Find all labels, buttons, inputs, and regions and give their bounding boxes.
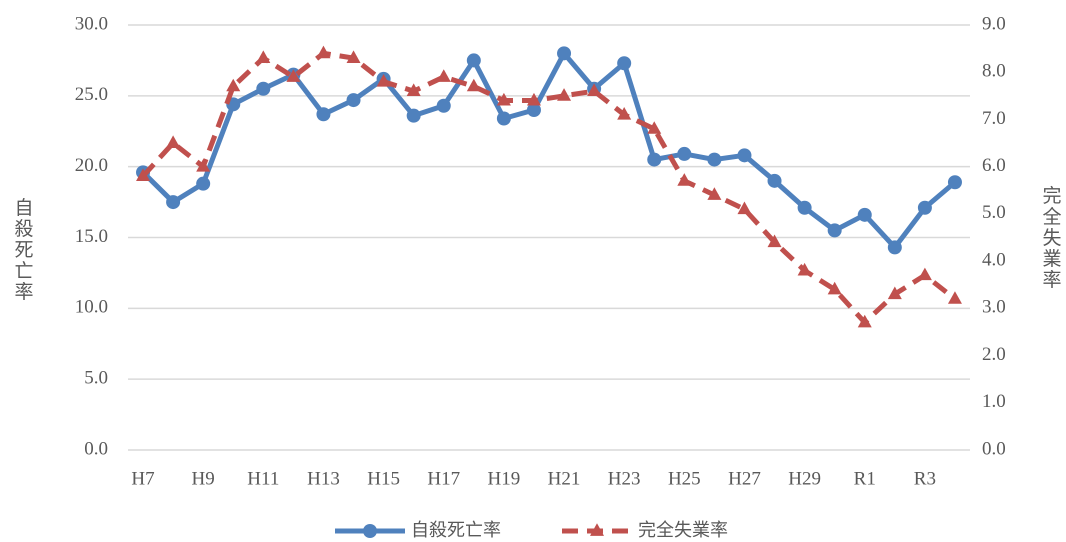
y-tick-label: 30.0: [75, 13, 108, 34]
data-point: [857, 314, 872, 328]
x-tick-label: R1: [854, 468, 876, 489]
x-tick-label: R3: [914, 468, 936, 489]
data-point: [917, 200, 932, 215]
data-point: [647, 121, 662, 134]
data-point: [376, 73, 391, 87]
legend-marker: [363, 524, 377, 538]
x-tick-label: H17: [427, 468, 460, 489]
data-point: [256, 81, 271, 96]
data-point: [767, 234, 782, 248]
y2-tick-label: 4.0: [982, 249, 1006, 270]
x-tick-label: H29: [788, 468, 821, 489]
legend-label: 完全失業率: [638, 520, 728, 541]
data-point: [256, 50, 271, 63]
series-line: [141, 50, 957, 250]
data-point: [947, 175, 962, 190]
y-tick-label: 0.0: [84, 438, 108, 459]
data-point: [677, 146, 692, 161]
data-point: [647, 152, 662, 167]
y2-tick-label: 7.0: [982, 108, 1006, 129]
x-tick-label: H19: [488, 468, 521, 489]
data-point: [677, 173, 692, 186]
data-point: [827, 281, 842, 295]
series-line: [141, 50, 957, 325]
data-point: [707, 187, 722, 200]
data-point: [857, 207, 872, 222]
data-point: [436, 98, 451, 113]
y-tick-label: 25.0: [75, 84, 108, 105]
data-point: [617, 107, 632, 120]
data-point: [617, 56, 632, 71]
data-point: [286, 69, 301, 82]
data-point: [797, 200, 812, 215]
y2-tick-label: 9.0: [982, 13, 1006, 34]
x-tick-label: H27: [728, 468, 761, 489]
y2-tick-label: 8.0: [982, 61, 1006, 82]
x-tick-label: H13: [307, 468, 340, 489]
data-point: [496, 111, 511, 126]
data-point: [196, 176, 211, 191]
y2-axis-title: 完全失業率: [1040, 185, 1062, 290]
data-point: [526, 92, 541, 106]
x-tick-label: H11: [247, 468, 279, 489]
data-point: [557, 88, 572, 101]
data-point: [316, 45, 331, 59]
y-tick-label: 20.0: [75, 155, 108, 176]
data-point: [827, 223, 842, 238]
data-point: [436, 69, 451, 82]
y2-tick-label: 1.0: [982, 391, 1006, 412]
y2-tick-label: 3.0: [982, 297, 1006, 318]
data-point: [166, 135, 181, 148]
x-tick-label: H15: [367, 468, 400, 489]
data-point: [707, 152, 722, 167]
data-point: [917, 267, 932, 281]
data-point: [226, 78, 241, 92]
data-point: [496, 92, 511, 106]
data-point: [166, 195, 181, 210]
data-point: [887, 240, 902, 255]
x-tick-label: H21: [548, 468, 581, 489]
data-point: [737, 148, 752, 163]
y-axis-title: 自殺死亡率: [12, 197, 34, 302]
data-point: [526, 103, 541, 117]
x-tick-label: H25: [668, 468, 701, 489]
data-point: [466, 53, 481, 68]
data-point: [797, 262, 812, 276]
data-point: [136, 168, 151, 182]
data-point: [947, 291, 962, 304]
data-point: [587, 83, 602, 97]
y2-tick-label: 5.0: [982, 202, 1006, 223]
legend-marker: [590, 523, 604, 536]
data-point: [346, 50, 361, 63]
data-point: [316, 107, 331, 122]
y2-tick-label: 6.0: [982, 155, 1006, 176]
data-point: [767, 173, 782, 188]
data-point: [737, 201, 752, 215]
x-tick-label: H9: [192, 468, 215, 489]
data-point: [887, 286, 902, 300]
y-tick-label: 10.0: [75, 297, 108, 318]
y2-tick-label: 2.0: [982, 344, 1006, 365]
y-tick-label: 15.0: [75, 226, 108, 247]
data-point: [406, 108, 421, 123]
data-point: [346, 93, 361, 108]
y2-tick-label: 0.0: [982, 438, 1006, 459]
x-tick-label: H7: [131, 468, 154, 489]
data-point: [466, 78, 481, 92]
legend-label: 自殺死亡率: [411, 520, 501, 541]
x-tick-label: H23: [608, 468, 641, 489]
y-tick-label: 5.0: [84, 368, 108, 389]
data-point: [557, 46, 572, 61]
data-point: [406, 83, 421, 97]
data-point: [196, 158, 211, 172]
